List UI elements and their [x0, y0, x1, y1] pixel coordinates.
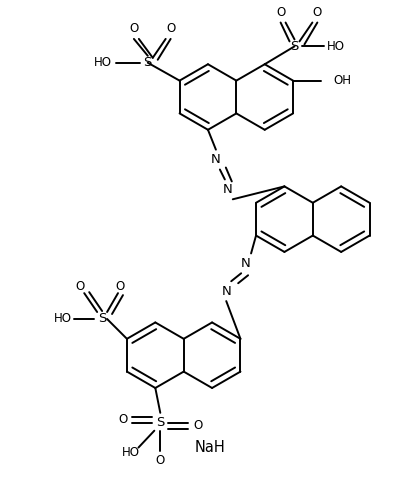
Text: HO: HO	[327, 40, 345, 53]
Text: N: N	[211, 153, 221, 166]
Text: S: S	[290, 40, 299, 53]
Text: N: N	[221, 285, 231, 298]
Text: S: S	[98, 313, 106, 325]
Text: S: S	[143, 56, 152, 69]
Text: O: O	[193, 419, 203, 432]
Text: O: O	[166, 22, 175, 35]
Text: O: O	[129, 22, 139, 35]
Text: HO: HO	[94, 56, 112, 69]
Text: N: N	[241, 257, 251, 270]
Text: NaH: NaH	[195, 440, 225, 455]
Text: HO: HO	[53, 313, 71, 325]
Text: OH: OH	[334, 74, 352, 87]
Text: HO: HO	[121, 446, 139, 459]
Text: N: N	[223, 183, 233, 196]
Text: O: O	[118, 413, 127, 426]
Text: O: O	[276, 6, 285, 19]
Text: O: O	[76, 280, 85, 293]
Text: O: O	[115, 280, 125, 293]
Text: O: O	[313, 6, 322, 19]
Text: O: O	[156, 454, 165, 467]
Text: S: S	[156, 416, 164, 429]
